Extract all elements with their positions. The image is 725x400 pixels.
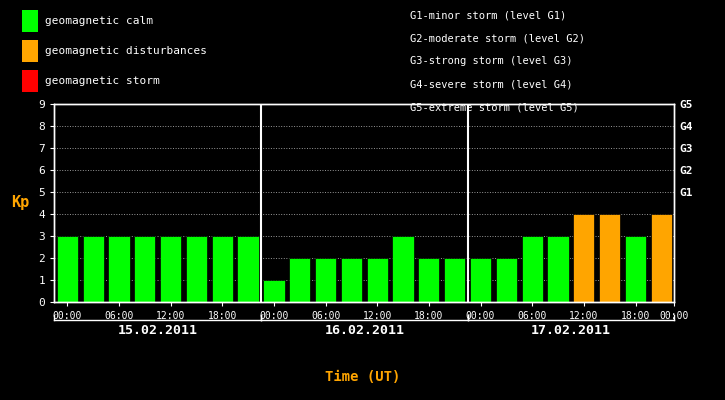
Bar (470, 258, 491, 302)
Bar (212, 236, 233, 302)
Text: 17.02.2011: 17.02.2011 (531, 324, 611, 337)
Text: G2-moderate storm (level G2): G2-moderate storm (level G2) (410, 33, 584, 43)
Bar (367, 258, 388, 302)
Bar (108, 236, 130, 302)
Bar (651, 214, 672, 302)
Bar (83, 236, 104, 302)
Bar (160, 236, 181, 302)
Bar (186, 236, 207, 302)
Bar (547, 236, 568, 302)
Text: 16.02.2011: 16.02.2011 (324, 324, 405, 337)
Bar (444, 258, 465, 302)
Text: G4-severe storm (level G4): G4-severe storm (level G4) (410, 80, 572, 90)
Bar (238, 236, 259, 302)
Bar (496, 258, 517, 302)
Text: G1-minor storm (level G1): G1-minor storm (level G1) (410, 10, 566, 20)
Bar (392, 236, 414, 302)
Text: geomagnetic storm: geomagnetic storm (45, 76, 160, 86)
Bar (521, 236, 543, 302)
Text: G5-extreme storm (level G5): G5-extreme storm (level G5) (410, 103, 579, 113)
Bar (57, 236, 78, 302)
Text: Time (UT): Time (UT) (325, 370, 400, 384)
Text: G3-strong storm (level G3): G3-strong storm (level G3) (410, 56, 572, 66)
Text: geomagnetic calm: geomagnetic calm (45, 16, 153, 26)
Bar (599, 214, 621, 302)
Bar (315, 258, 336, 302)
Text: 15.02.2011: 15.02.2011 (117, 324, 198, 337)
Bar (263, 280, 284, 302)
Text: Kp: Kp (11, 196, 30, 210)
Bar (134, 236, 155, 302)
Text: geomagnetic disturbances: geomagnetic disturbances (45, 46, 207, 56)
Bar (573, 214, 594, 302)
Bar (341, 258, 362, 302)
Bar (289, 258, 310, 302)
Bar (625, 236, 646, 302)
Bar (418, 258, 439, 302)
